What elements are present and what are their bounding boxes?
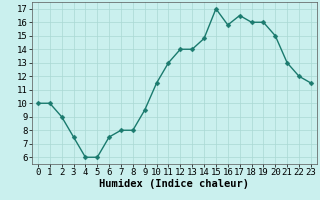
- X-axis label: Humidex (Indice chaleur): Humidex (Indice chaleur): [100, 179, 249, 189]
